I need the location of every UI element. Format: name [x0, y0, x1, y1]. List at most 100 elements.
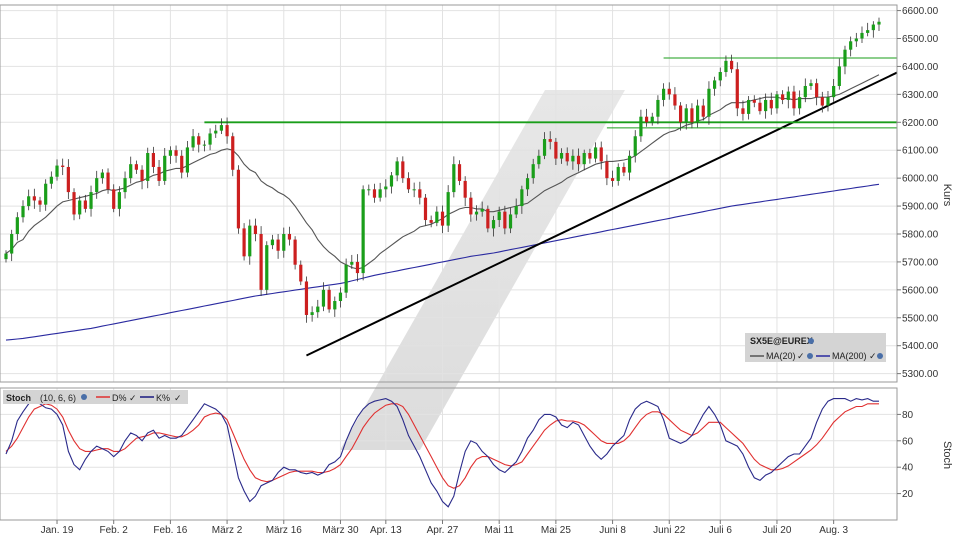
stoch-grid [0, 388, 897, 520]
stoch-legend: Stoch (10, 6, 6) D% ✓ K% ✓ [3, 390, 188, 404]
candle [469, 192, 473, 222]
candle [78, 195, 82, 220]
candle-body [491, 220, 496, 229]
candle [276, 233, 280, 259]
candle-body [764, 99, 768, 112]
candle-body [248, 225, 252, 257]
x-tick-label: Aug. 3 [819, 525, 848, 536]
candle [798, 90, 802, 115]
candle-body [826, 97, 830, 106]
candle-body [129, 164, 133, 179]
candle [724, 55, 728, 77]
stoch-legend-title: Stoch [6, 393, 31, 403]
candle [730, 54, 734, 73]
x-tick-label: März 2 [212, 525, 243, 536]
price-y-tick-label: 5700.00 [902, 257, 939, 268]
candle [792, 85, 796, 116]
candle [32, 188, 36, 209]
stoch-y-axis-title: Stoch [941, 441, 953, 469]
candle-body [384, 186, 388, 190]
candle-body [429, 220, 433, 223]
ma20-settings-icon[interactable] [807, 353, 813, 359]
symbol-info-icon[interactable] [808, 338, 814, 344]
candle-body [361, 189, 365, 274]
candle [571, 149, 575, 170]
candle [565, 147, 569, 166]
candle-body [463, 180, 467, 198]
ma20-check-icon[interactable]: ✓ [797, 351, 805, 361]
candle [55, 159, 59, 181]
candle [781, 90, 785, 105]
candle [242, 223, 246, 261]
candle-body [197, 136, 201, 145]
x-tick-label: Feb. 2 [100, 525, 129, 536]
candle-body [622, 166, 626, 173]
d-check-icon[interactable]: ✓ [129, 393, 137, 403]
candle [44, 179, 48, 211]
price-y-tick-label: 5500.00 [902, 313, 939, 324]
candle [270, 234, 275, 250]
candle-body [355, 261, 360, 274]
candle-body [310, 312, 314, 315]
x-tick-label: Apr. 27 [427, 525, 459, 536]
candle-body [276, 239, 280, 251]
candle-body [242, 228, 246, 257]
candle [355, 254, 360, 282]
stoch-settings-icon[interactable] [81, 394, 87, 400]
price-y-tick-label: 5600.00 [902, 285, 939, 296]
candle-body [117, 192, 121, 209]
candle-body [673, 94, 677, 106]
candle [259, 226, 263, 296]
candle [151, 146, 155, 174]
candle-body [168, 150, 172, 156]
candle [486, 205, 490, 233]
candle [520, 185, 524, 214]
candle [384, 179, 388, 198]
x-tick-label: Mai 25 [541, 525, 571, 536]
candle [180, 150, 184, 179]
candle [168, 146, 172, 164]
candle-body [866, 30, 870, 33]
candle [497, 206, 501, 228]
candle-body [792, 91, 796, 109]
candle-body [151, 153, 155, 167]
candle [333, 296, 337, 317]
x-tick-label: März 16 [266, 525, 303, 536]
price-y-tick-label: 5900.00 [902, 202, 939, 213]
candle-body [191, 136, 195, 148]
candle [480, 201, 484, 217]
x-tick-label: Apr. 13 [370, 525, 402, 536]
candle [457, 160, 462, 186]
ma200-check-icon[interactable]: ✓ [869, 351, 877, 361]
candle-body [690, 108, 694, 123]
x-tick-label: März 30 [322, 525, 359, 536]
candle-body [724, 60, 728, 73]
candle-body [849, 41, 853, 50]
candle-body [61, 165, 65, 167]
candle [491, 215, 496, 237]
candle [542, 132, 547, 160]
k-check-icon[interactable]: ✓ [174, 393, 182, 403]
candle [134, 160, 138, 174]
candle [809, 79, 813, 90]
candle [208, 128, 212, 151]
candle-body [367, 189, 371, 191]
legend-symbol: SX5E@EUREX [750, 336, 813, 346]
candle-body [208, 133, 212, 145]
candle-body [38, 200, 42, 205]
candle [758, 97, 762, 115]
candle-body [316, 306, 320, 313]
candle [775, 91, 779, 114]
candle [418, 181, 422, 205]
candle [163, 147, 167, 185]
candle [639, 109, 643, 142]
candle [837, 58, 841, 90]
candle-body [83, 200, 87, 209]
candle-body [293, 239, 297, 265]
candle-body [576, 155, 581, 165]
ma200-settings-icon[interactable] [877, 353, 883, 359]
candle-body [389, 175, 394, 187]
candle-body [758, 102, 762, 112]
